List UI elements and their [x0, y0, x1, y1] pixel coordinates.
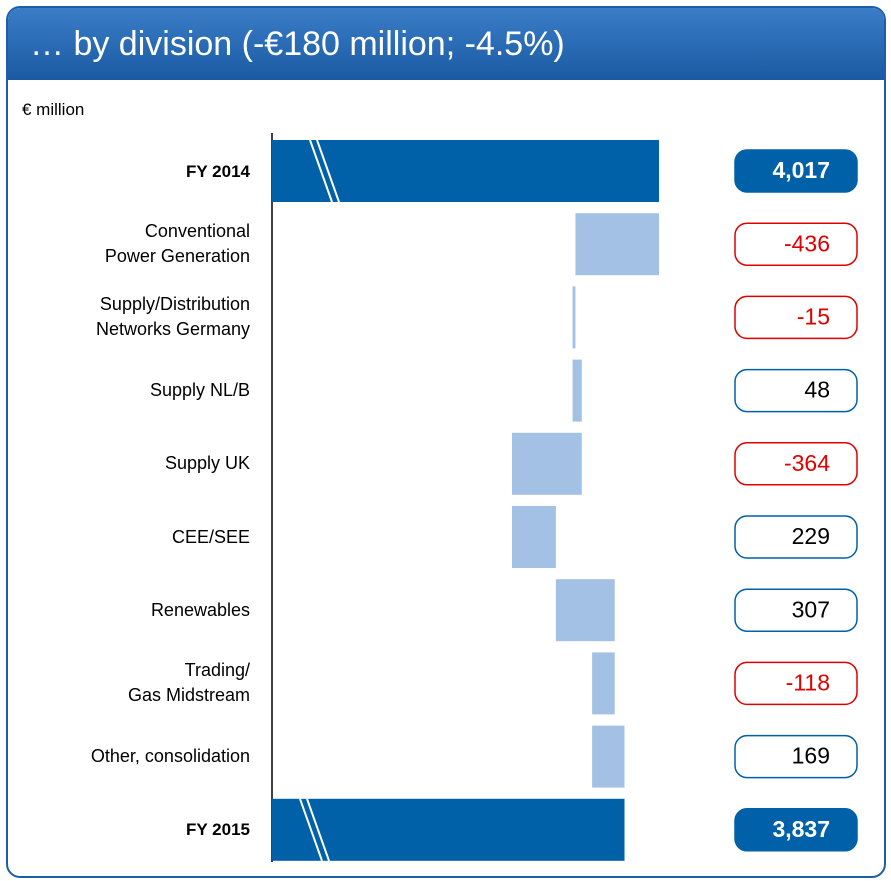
delta-bar	[512, 506, 556, 568]
value-box	[734, 661, 858, 706]
value-label: 169	[792, 743, 830, 769]
value-label: 3,837	[772, 816, 830, 842]
value-label: -15	[797, 303, 830, 329]
category-label: FY 2015	[186, 820, 250, 840]
value-box	[734, 368, 858, 413]
delta-bar	[592, 652, 615, 715]
category-label: CEE/SEE	[171, 526, 250, 547]
category-label: Other, consolidation	[90, 746, 250, 767]
category-label: Conventional Power Generation	[104, 221, 250, 267]
category-label: FY 2014	[186, 161, 250, 181]
value-label: -436	[784, 230, 830, 256]
value-box	[734, 734, 858, 779]
value-label: -364	[784, 450, 830, 476]
category-label: Supply NL/B	[149, 380, 250, 401]
delta-bar	[512, 432, 582, 495]
value-label: 48	[804, 377, 830, 403]
delta-bar	[575, 213, 659, 276]
delta-bar	[572, 286, 576, 349]
axis-break	[309, 139, 333, 203]
total-bar	[272, 140, 659, 202]
value-box	[734, 295, 858, 340]
value-box	[734, 149, 858, 193]
category-label: Supply UK	[164, 453, 250, 474]
delta-bar	[592, 725, 625, 788]
value-label: 4,017	[772, 157, 830, 183]
value-box	[734, 222, 858, 266]
value-box	[734, 588, 858, 632]
category-label: Renewables	[150, 599, 250, 620]
value-label: 307	[792, 596, 830, 622]
delta-bar	[572, 359, 582, 422]
axis-break	[306, 798, 330, 862]
axis-break	[299, 798, 323, 862]
category-label: Trading/ Gas Midstream	[127, 660, 250, 706]
axis-break	[316, 139, 340, 203]
value-label: -118	[786, 669, 830, 695]
delta-bar	[555, 579, 615, 642]
value-box	[734, 808, 858, 852]
total-bar	[272, 798, 625, 861]
value-label: 229	[792, 523, 830, 549]
chart-title: … by division (-€180 million; -4.5%)	[8, 8, 884, 80]
unit-label: € million	[22, 100, 85, 119]
category-label: Supply/Distribution Networks Germany	[95, 294, 250, 340]
frame: … by division (-€180 million; -4.5%)	[6, 6, 886, 878]
value-box	[734, 515, 858, 559]
value-box	[734, 442, 858, 486]
